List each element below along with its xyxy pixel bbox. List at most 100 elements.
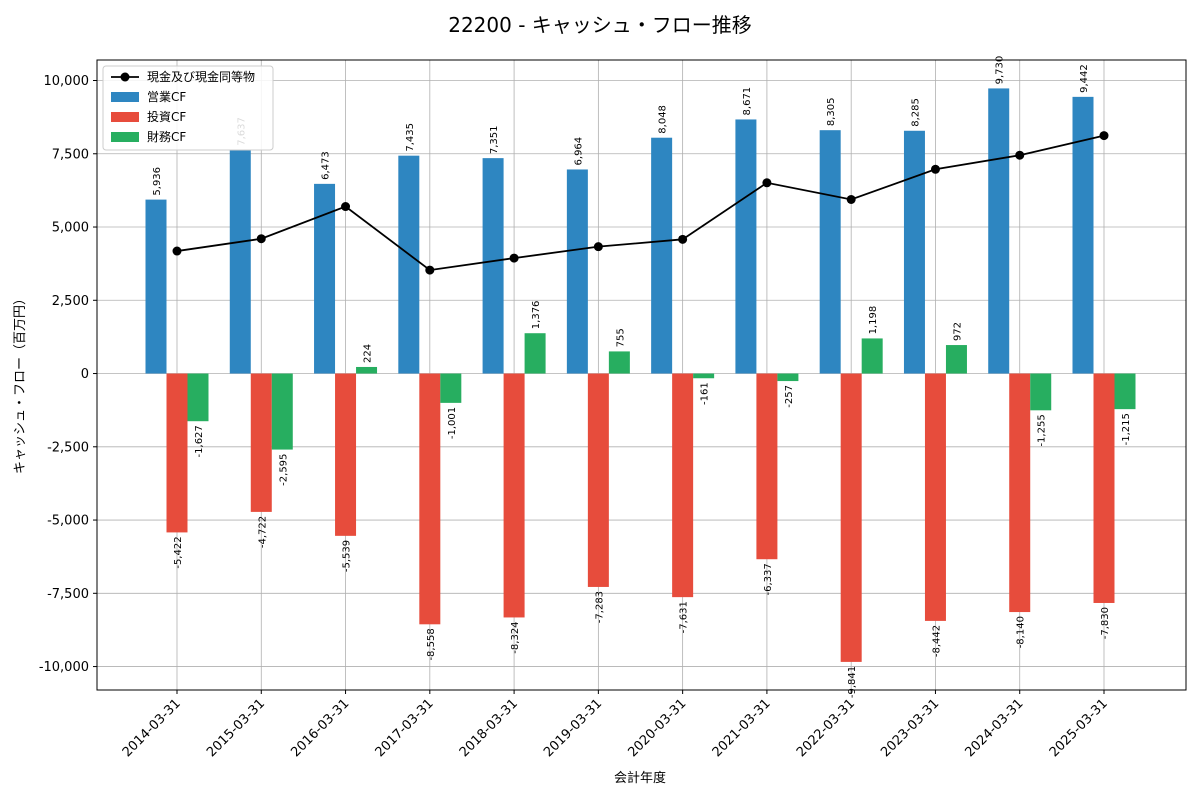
cash-balance-point	[1099, 131, 1109, 141]
bar-financing	[693, 373, 715, 379]
y-tick-label: 2,500	[52, 294, 89, 309]
bar-financing	[945, 345, 967, 374]
cash-balance-line	[176, 134, 1105, 272]
bar-value-label: -9,841	[847, 666, 858, 698]
bar-operating	[735, 119, 757, 374]
bar-value-label: 8,671	[742, 87, 753, 116]
bar-labels-group: 5,9367,6376,4737,4357,3516,9648,0488,671…	[152, 56, 1132, 698]
cash-balance-point	[678, 234, 688, 244]
y-tick-label: 10,000	[44, 74, 90, 89]
bar-value-label: -1,627	[194, 425, 205, 457]
legend-label: 営業CF	[147, 90, 186, 104]
bar-value-label: -8,558	[426, 628, 437, 660]
x-tick-label: 2025-03-31	[1047, 696, 1111, 760]
bar-financing	[440, 373, 462, 403]
bar-value-label: 8,048	[658, 105, 669, 134]
y-tick-label: 0	[81, 367, 89, 382]
cash-balance-point	[425, 265, 435, 275]
y-tick-label: 7,500	[52, 147, 89, 162]
y-tick-label: 5,000	[52, 221, 89, 236]
legend-label: 現金及び現金同等物	[147, 69, 255, 84]
bar-investing	[1093, 373, 1115, 603]
y-tick-label: -5,000	[47, 514, 89, 529]
bar-investing	[335, 373, 357, 536]
bar-financing	[356, 366, 378, 374]
bar-operating	[482, 158, 504, 374]
bar-value-label: 5,936	[152, 167, 163, 196]
bar-investing	[166, 373, 188, 533]
bars-group	[145, 88, 1136, 662]
x-tick-label: 2023-03-31	[878, 696, 942, 760]
x-tick-label: 2020-03-31	[625, 696, 689, 760]
bar-operating	[566, 169, 588, 374]
bar-investing	[924, 373, 946, 621]
bar-value-label: 7,351	[489, 125, 500, 154]
bar-value-label: 224	[363, 344, 374, 363]
bar-financing	[861, 338, 883, 374]
y-ticks: -10,000 -7,500 -5,000 -2,500 0 2,500 5,000 7,50…	[39, 74, 97, 675]
x-tick-label: 2024-03-31	[963, 696, 1027, 760]
bar-value-label: -257	[784, 385, 795, 408]
bar-financing	[524, 333, 546, 374]
bar-operating	[398, 155, 420, 374]
bar-value-label: -7,283	[594, 591, 605, 623]
bar-value-label: 1,376	[531, 301, 542, 330]
cash-balance-point	[846, 194, 856, 204]
bar-value-label: 6,473	[321, 151, 332, 180]
bar-operating	[819, 130, 841, 374]
cash-balance-point	[1015, 150, 1025, 160]
plot-frame	[96, 59, 1187, 691]
bar-operating	[651, 137, 673, 374]
bar-financing	[608, 351, 630, 374]
cash-balance-point	[930, 164, 940, 174]
cash-balance-point	[256, 234, 266, 244]
bar-value-label: -7,830	[1100, 607, 1111, 639]
bar-value-label: -5,539	[342, 540, 353, 572]
bar-value-label: -2,595	[278, 454, 289, 486]
bar-value-label: -1,001	[447, 407, 458, 439]
bar-financing	[777, 373, 799, 382]
x-tick-label: 2017-03-31	[373, 696, 437, 760]
cash-balance-point	[509, 253, 519, 263]
bar-financing	[1030, 373, 1052, 411]
legend-line-marker	[120, 72, 130, 82]
bar-value-label: -8,140	[1016, 616, 1027, 648]
bar-operating	[903, 130, 925, 374]
bar-financing	[1114, 373, 1136, 410]
legend-swatch	[111, 112, 139, 122]
x-tick-label: 2022-03-31	[794, 696, 858, 760]
y-tick-label: -7,500	[47, 587, 89, 602]
bar-financing	[271, 373, 293, 450]
y-axis-label: キャッシュ・フロー（百万円）	[13, 292, 28, 474]
bar-value-label: 8,305	[826, 98, 837, 127]
x-tick-label: 2015-03-31	[204, 696, 268, 760]
bar-value-label: 9,442	[1079, 64, 1090, 93]
bar-investing	[503, 373, 525, 618]
cash-balance-point	[341, 202, 351, 212]
bar-value-label: -7,631	[679, 601, 690, 633]
bar-value-label: 972	[952, 322, 963, 341]
bar-investing	[840, 373, 862, 662]
legend-swatch	[111, 92, 139, 102]
cash-balance-point	[593, 242, 603, 252]
x-ticks: 2014-03-31 2015-03-31 2016-03-31 2017-03-31…	[120, 690, 1111, 760]
bar-operating	[988, 88, 1010, 374]
x-tick-label: 2018-03-31	[457, 696, 521, 760]
bar-operating	[1072, 96, 1094, 374]
bar-value-label: -1,255	[1037, 414, 1048, 446]
bar-investing	[1009, 373, 1031, 613]
bar-investing	[250, 373, 272, 512]
legend-label: 財務CF	[147, 129, 186, 144]
bar-investing	[419, 373, 441, 625]
x-tick-label: 2021-03-31	[710, 696, 774, 760]
bar-investing	[672, 373, 694, 598]
y-tick-label: -10,000	[39, 660, 89, 675]
bar-operating	[145, 199, 167, 374]
bar-value-label: 8,285	[910, 98, 921, 127]
y-tick-label: -2,500	[47, 440, 89, 455]
bar-operating	[229, 149, 251, 374]
bar-value-label: -4,722	[257, 516, 268, 548]
bar-value-label: -5,422	[173, 536, 184, 568]
cash-balance-point	[172, 246, 182, 256]
